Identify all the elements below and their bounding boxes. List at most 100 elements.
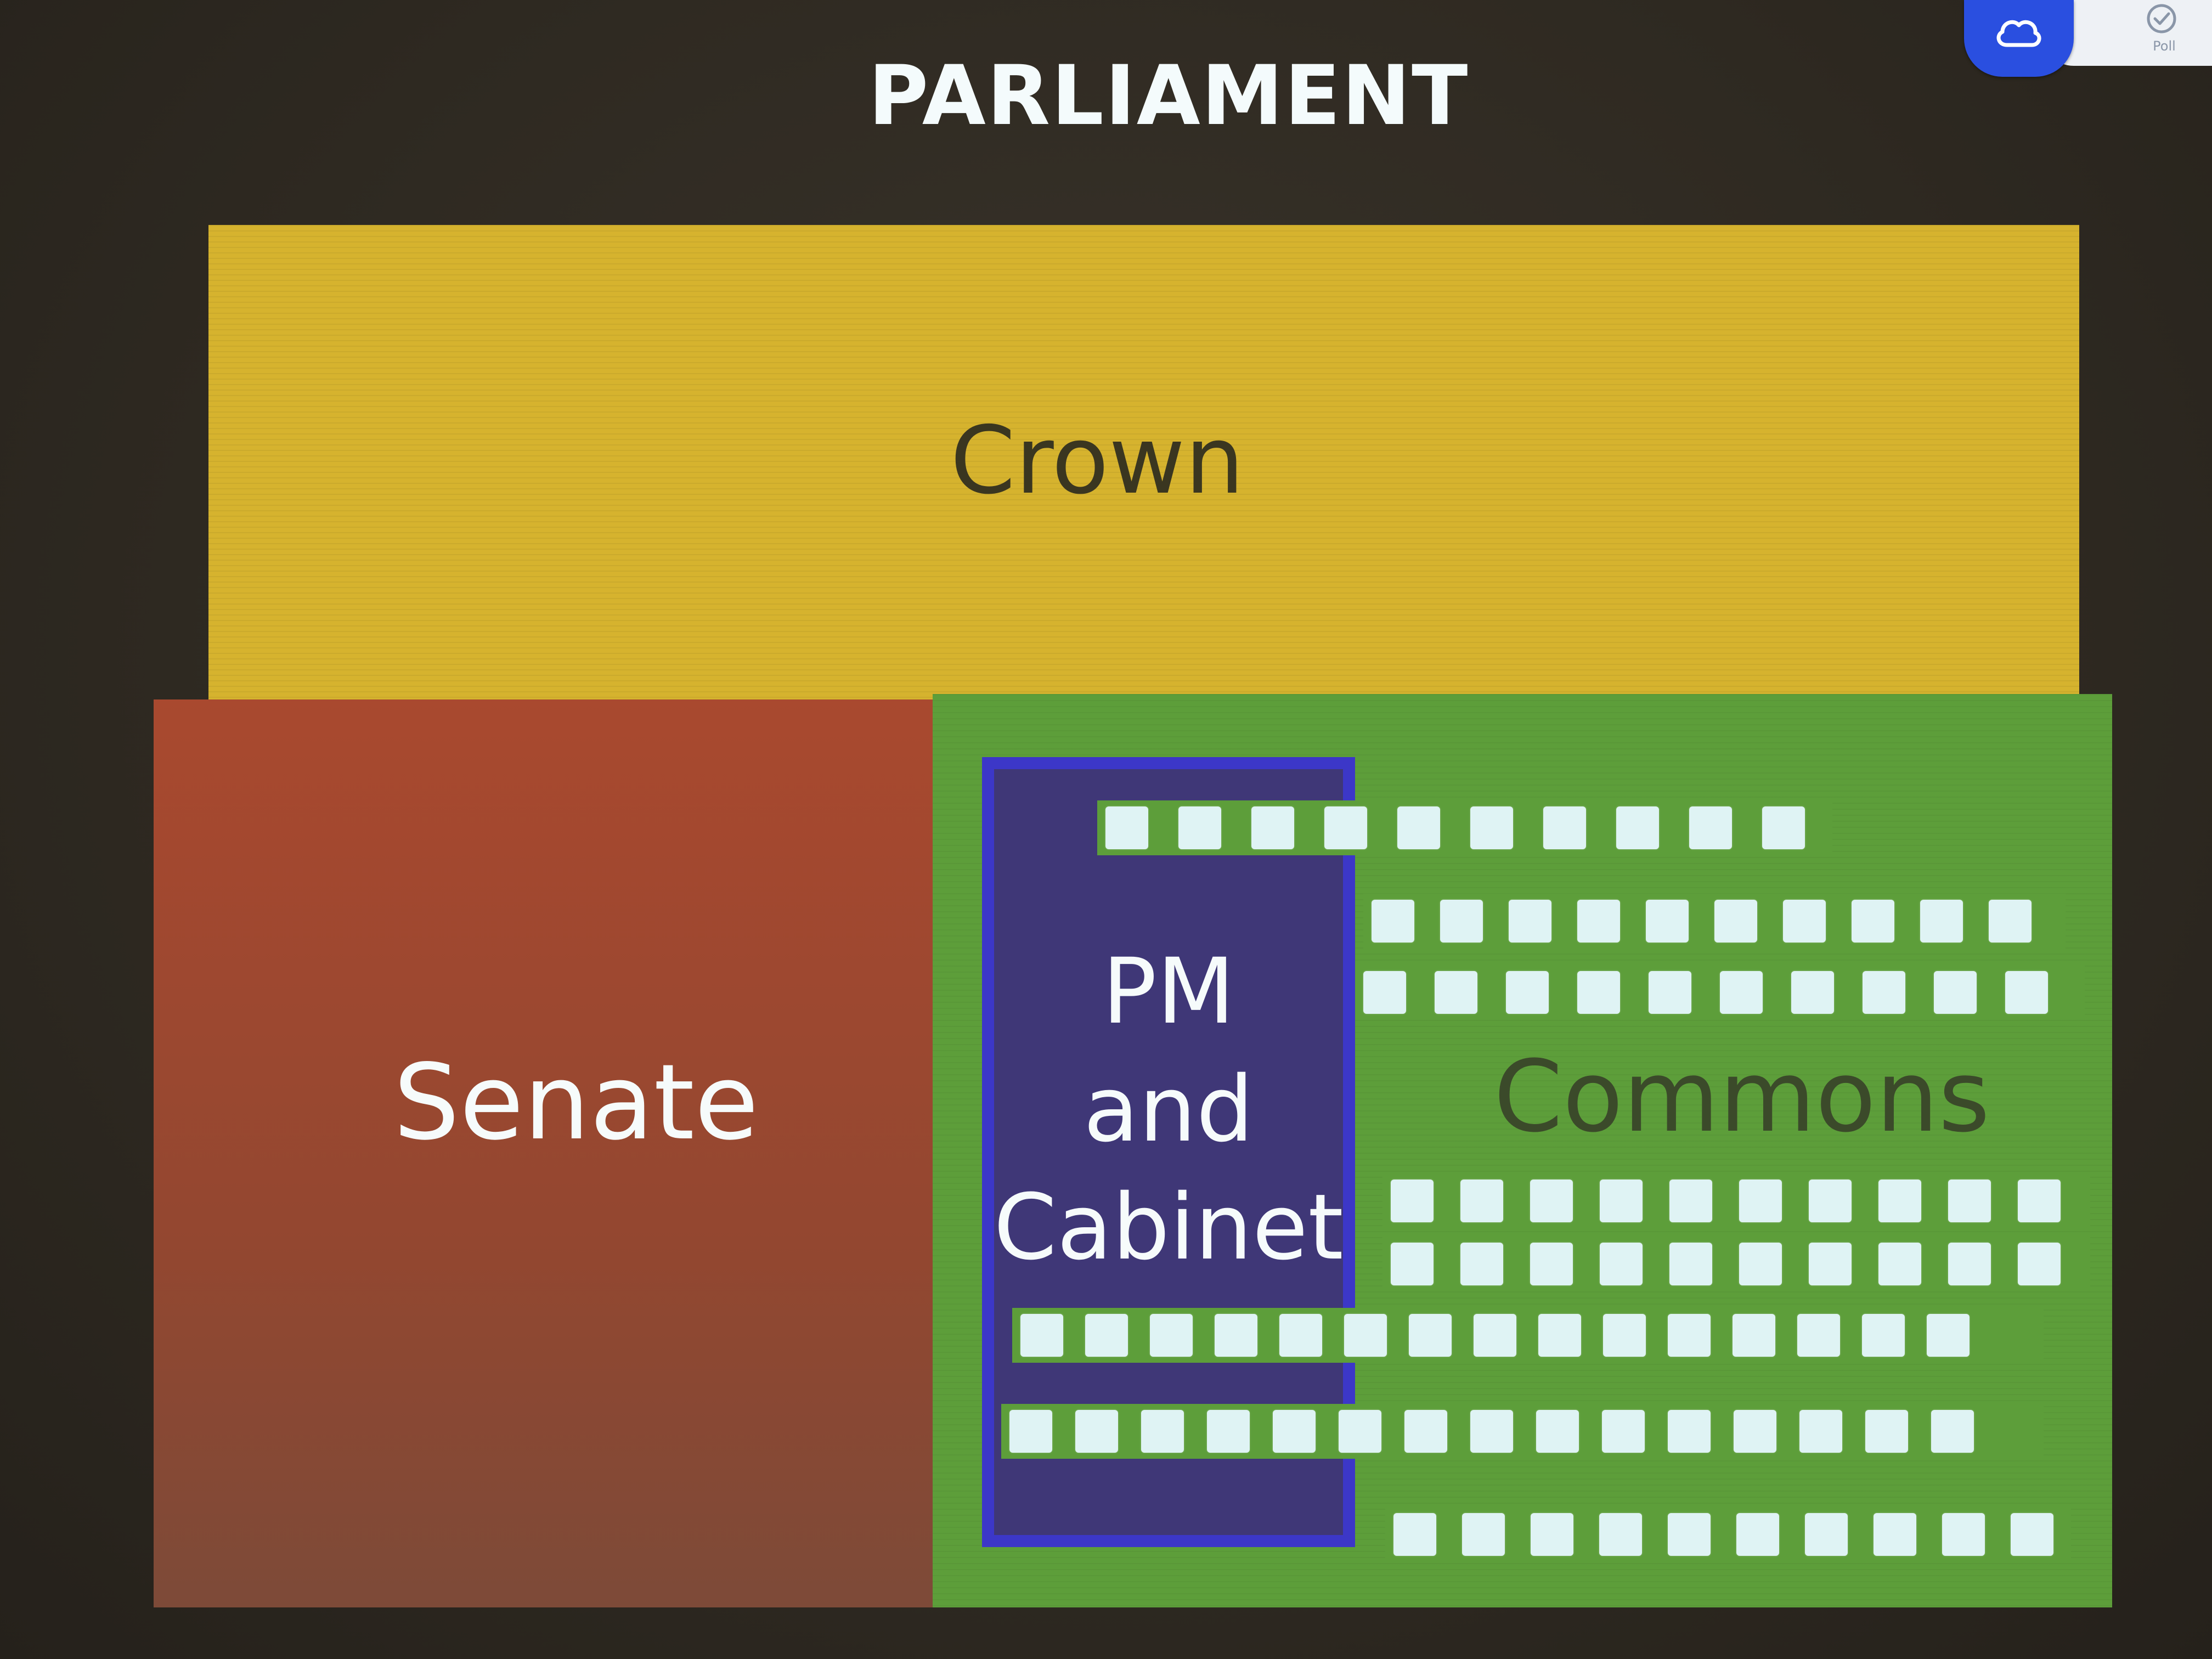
seat	[1344, 1314, 1387, 1357]
seat	[1942, 1513, 1985, 1556]
seat	[1948, 1180, 1991, 1222]
seat	[1799, 1410, 1842, 1453]
seat	[1720, 971, 1763, 1014]
seat	[1649, 971, 1691, 1014]
seat	[1397, 806, 1440, 849]
seat	[1474, 1314, 1516, 1357]
seat	[1009, 1410, 1052, 1453]
seat	[1927, 1314, 1970, 1357]
poll-label: Poll	[2153, 38, 2176, 54]
cabinet-label-line: Cabinet	[994, 1175, 1344, 1280]
seat	[1536, 1410, 1579, 1453]
seat	[1435, 971, 1477, 1014]
seat	[1669, 1243, 1712, 1285]
seat	[2005, 971, 2048, 1014]
seat	[1207, 1410, 1250, 1453]
seat	[1809, 1180, 1852, 1222]
seat	[1989, 900, 2032, 943]
seat	[1339, 1410, 1381, 1453]
seat	[1733, 1314, 1775, 1357]
seat	[1530, 1243, 1573, 1285]
cabinet-label-line: and	[1083, 1057, 1254, 1162]
crown-label: Crown	[950, 407, 1244, 515]
seat	[1215, 1314, 1257, 1357]
seat	[1689, 806, 1732, 849]
seat	[1874, 1513, 1916, 1556]
seat	[1668, 1314, 1711, 1357]
seat	[1141, 1410, 1184, 1453]
seat	[1372, 900, 1414, 943]
seat	[1391, 1243, 1434, 1285]
cloud-button[interactable]	[1964, 0, 2074, 77]
seat	[1178, 806, 1221, 849]
seat	[1878, 1243, 1921, 1285]
commons-label: Commons	[1493, 1040, 1990, 1154]
seat	[1460, 1243, 1503, 1285]
seat	[1734, 1410, 1776, 1453]
seat	[1600, 1243, 1643, 1285]
slide-title: PARLIAMENT	[868, 48, 1469, 144]
seat	[1616, 806, 1659, 849]
seat	[1783, 900, 1826, 943]
seat	[1460, 1180, 1503, 1222]
seat	[1599, 1513, 1642, 1556]
seat	[1931, 1410, 1974, 1453]
seat	[1105, 806, 1148, 849]
seat	[1470, 1410, 1513, 1453]
seat	[1863, 971, 1905, 1014]
seat	[2011, 1513, 2053, 1556]
senate-label: Senate	[393, 1042, 759, 1163]
seat	[1531, 1513, 1573, 1556]
cabinet-label: PM and Cabinet	[993, 933, 1344, 1295]
seat	[1538, 1314, 1581, 1357]
seat	[1852, 900, 1894, 943]
poll-check-icon	[2147, 4, 2176, 33]
seat	[1324, 806, 1367, 849]
seat	[2018, 1180, 2061, 1222]
seat	[1797, 1314, 1840, 1357]
seat	[1668, 1410, 1711, 1453]
cloud-icon	[1996, 20, 2041, 47]
crown-block	[208, 225, 2079, 708]
seat	[1668, 1513, 1711, 1556]
seat	[1669, 1180, 1712, 1222]
seat	[1934, 971, 1977, 1014]
seat	[1600, 1180, 1643, 1222]
seat	[1363, 971, 1406, 1014]
seat	[1809, 1243, 1852, 1285]
seat	[1085, 1314, 1128, 1357]
seat	[1530, 1180, 1573, 1222]
senate-block	[154, 699, 944, 1607]
seat	[1543, 806, 1586, 849]
seat	[1739, 1243, 1782, 1285]
cabinet-label-line: PM	[1102, 939, 1235, 1044]
seat	[1603, 1314, 1646, 1357]
seat	[2018, 1243, 2061, 1285]
seat	[1791, 971, 1834, 1014]
seat	[1251, 806, 1294, 849]
seat	[1646, 900, 1689, 943]
seat	[1409, 1314, 1452, 1357]
seat	[1865, 1410, 1908, 1453]
seat	[1577, 971, 1620, 1014]
seat	[1391, 1180, 1434, 1222]
seat	[1739, 1180, 1782, 1222]
seat	[1762, 806, 1805, 849]
seat	[1075, 1410, 1118, 1453]
seat	[1470, 806, 1513, 849]
seat	[1878, 1180, 1921, 1222]
seat	[1020, 1314, 1063, 1357]
seat	[1404, 1410, 1447, 1453]
seat	[1948, 1243, 1991, 1285]
seat	[1805, 1513, 1848, 1556]
seat	[1862, 1314, 1905, 1357]
seat	[1736, 1513, 1779, 1556]
seat	[1506, 971, 1549, 1014]
seat	[1462, 1513, 1505, 1556]
seat	[1602, 1410, 1645, 1453]
seat	[1577, 900, 1620, 943]
seat	[1509, 900, 1551, 943]
seat	[1150, 1314, 1193, 1357]
seat	[1440, 900, 1483, 943]
